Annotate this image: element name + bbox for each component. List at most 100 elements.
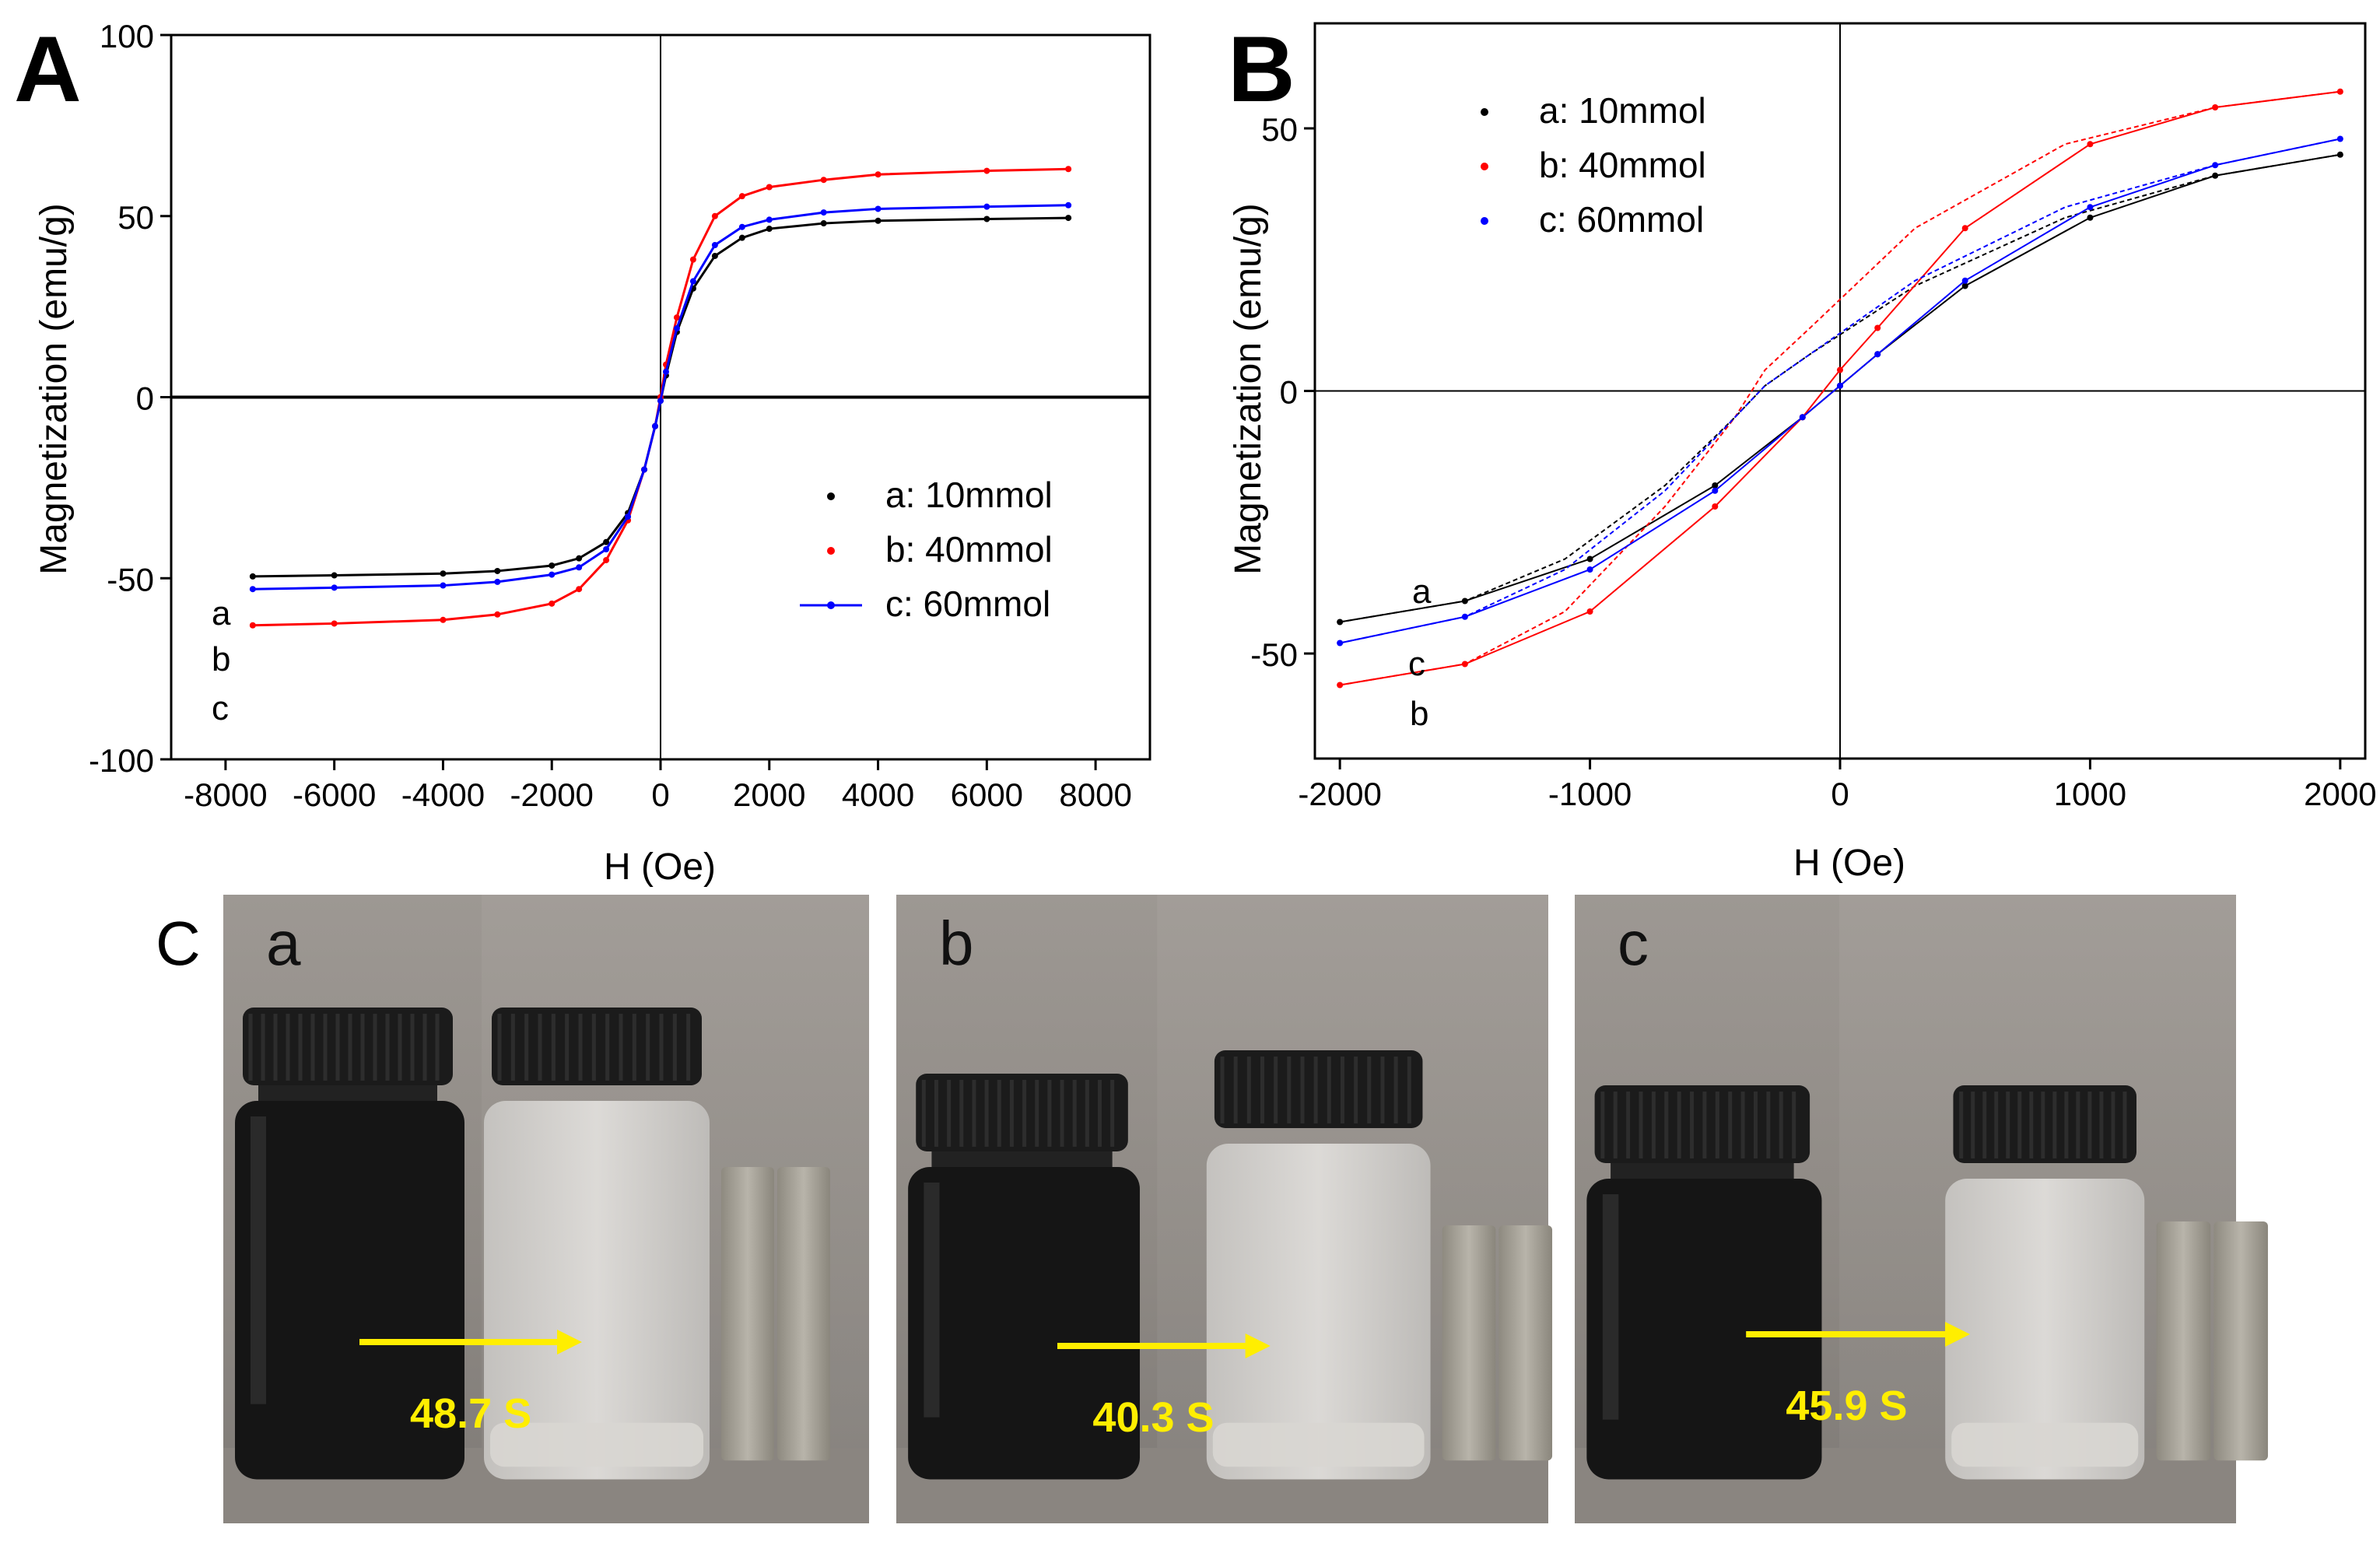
x-tick-label: 0	[651, 776, 669, 813]
legend-marker	[1481, 217, 1488, 225]
legend-marker	[1481, 108, 1488, 116]
data-point	[603, 556, 610, 563]
x-tick-label: 0	[1831, 776, 1849, 812]
magnet-block	[777, 1167, 830, 1461]
data-point	[875, 217, 882, 224]
data-point	[983, 216, 990, 223]
data-point	[1837, 382, 1843, 389]
panel-a: A Magnetization (emu/g) H (Oe) -8000 -600…	[14, 17, 1151, 888]
legend-entry: c: 60mmol	[1539, 199, 1704, 240]
photo-c: c 45.9 S	[1575, 895, 2268, 1523]
data-point	[576, 564, 583, 571]
y-axis-label-a: Magnetization (emu/g)	[33, 203, 75, 575]
x-tick-label: 4000	[842, 776, 914, 813]
curve-label: a	[1412, 573, 1432, 611]
x-tick-label: 6000	[951, 776, 1023, 813]
panel-label-b: B	[1228, 17, 1295, 121]
x-tick-label: 1000	[2054, 776, 2126, 812]
data-point	[440, 582, 447, 589]
y-tick-label: 0	[136, 380, 154, 417]
data-point	[1586, 566, 1593, 573]
y-tick-label: 100	[100, 18, 154, 54]
curve-labels-b: acb	[1408, 573, 1432, 733]
vial-dark	[1586, 1179, 1822, 1480]
data-point	[766, 184, 773, 191]
data-point	[820, 220, 827, 227]
data-point	[673, 325, 680, 332]
vial-highlight	[924, 1183, 940, 1418]
series-branch-1	[1339, 90, 2340, 686]
y-tick-label: 50	[1261, 111, 1298, 148]
legend-entry: a: 10mmol	[1539, 90, 1706, 131]
data-point	[249, 622, 256, 629]
data-point	[440, 570, 447, 577]
data-point	[1586, 555, 1593, 562]
data-point	[875, 205, 882, 212]
data-point	[494, 611, 501, 618]
data-point	[576, 586, 583, 593]
vial-liquid	[490, 1422, 703, 1467]
y-tick-label: -100	[89, 742, 154, 779]
data-point	[625, 513, 632, 520]
vial-liquid	[1951, 1422, 2139, 1467]
data-point	[711, 241, 718, 248]
data-point	[657, 398, 664, 405]
vial-clear	[1945, 1179, 2145, 1480]
data-point	[820, 177, 827, 184]
x-tick-label: -2000	[1298, 776, 1381, 812]
x-tick-label: 2000	[2304, 776, 2376, 812]
data-point	[711, 212, 718, 219]
y-tick-label: 50	[117, 199, 154, 236]
data-point	[1065, 166, 1072, 173]
photo-label: c	[1618, 909, 1649, 978]
y-tick-label: -50	[1250, 636, 1298, 673]
vial-dark	[908, 1167, 1140, 1480]
data-point	[549, 562, 556, 569]
data-point	[711, 252, 718, 259]
vial-neck-dark	[1611, 1163, 1794, 1180]
data-point	[766, 226, 773, 233]
separation-time: 40.3 S	[1092, 1394, 1214, 1441]
data-point	[331, 572, 338, 579]
data-point	[1586, 608, 1593, 615]
data-point	[2212, 172, 2219, 179]
data-point	[331, 620, 338, 627]
data-point	[738, 193, 745, 200]
data-point	[766, 216, 773, 223]
panel-b: B Magnetization (emu/g) H (Oe) -2000 -100…	[1228, 17, 2377, 884]
x-tick-label: -2000	[510, 776, 594, 813]
x-tick-label: -8000	[184, 776, 267, 813]
data-point	[1799, 414, 1806, 421]
data-point	[494, 578, 501, 585]
vial-highlight	[251, 1116, 266, 1404]
panel-c: C a 48.7 S b 40.3 S c 45.9 S	[156, 895, 2268, 1523]
data-point	[2212, 162, 2219, 169]
data-point	[1065, 215, 1072, 222]
x-tick-label: 2000	[733, 776, 805, 813]
y-tick-label: 0	[1280, 374, 1298, 411]
data-point	[576, 555, 583, 562]
y-tick-label: -50	[107, 561, 154, 598]
series-branch-0	[1339, 153, 2341, 623]
x-axis-label-b: H (Oe)	[1793, 843, 1905, 884]
curve-labels-a: abc	[212, 594, 231, 727]
vial-clear	[484, 1101, 710, 1480]
series-branch-2	[1339, 138, 2341, 644]
photo-label: a	[266, 909, 301, 978]
data-point	[641, 466, 648, 473]
magnet-block	[721, 1167, 774, 1461]
data-point	[662, 368, 669, 375]
data-point	[1712, 487, 1719, 494]
legend-marker	[827, 547, 835, 555]
vial-neck-dark	[258, 1085, 437, 1102]
data-point	[2212, 104, 2219, 110]
data-point	[820, 209, 827, 216]
separation-time: 45.9 S	[1786, 1383, 1907, 1429]
legend-a: a: 10mmol b: 40mmol c: 60mmol	[800, 475, 1053, 624]
data-point	[603, 538, 610, 545]
data-point	[983, 167, 990, 174]
photo-row: a 48.7 S b 40.3 S c 45.9 S	[223, 895, 2268, 1523]
vial-highlight	[1602, 1194, 1619, 1420]
data-point	[1065, 202, 1072, 209]
